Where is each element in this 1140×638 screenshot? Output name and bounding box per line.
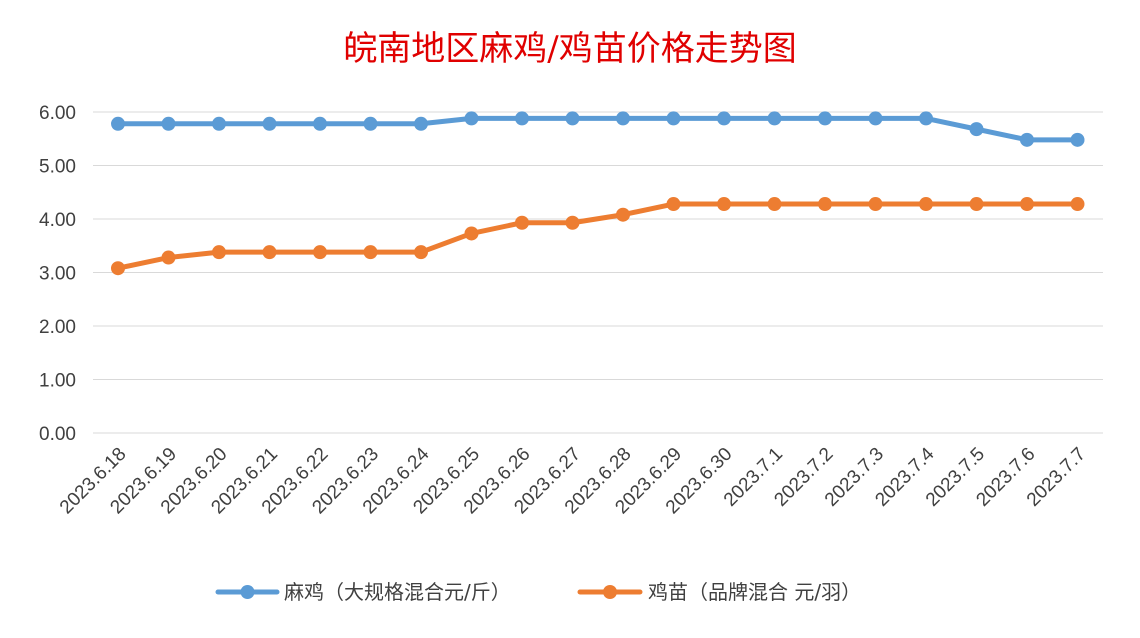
legend-swatch-marker [603, 585, 617, 599]
data-point [868, 111, 883, 126]
y-tick-label: 0.00 [39, 424, 76, 445]
data-point [262, 116, 277, 131]
data-point [868, 197, 883, 212]
legend-item: 鸡苗（品牌混合 元/羽） [577, 580, 861, 604]
series-layer [111, 111, 1085, 276]
series-line-0 [115, 115, 1080, 143]
data-point [515, 111, 529, 126]
data-point [161, 116, 176, 131]
data-point [262, 245, 277, 260]
y-tick-label: 2.00 [39, 317, 76, 338]
data-point [818, 197, 832, 212]
data-point [313, 245, 327, 260]
legend-label: 麻鸡（大规格混合元/斤） [284, 580, 511, 604]
data-point [464, 226, 479, 241]
legend-label: 鸡苗（品牌混合 元/羽） [648, 580, 861, 604]
y-tick-label: 3.00 [39, 264, 76, 285]
data-point [212, 116, 226, 131]
data-point [1070, 132, 1085, 147]
data-point [414, 245, 428, 260]
y-tick-label: 6.00 [39, 103, 76, 124]
data-point [464, 111, 479, 126]
y-axis-tick-labels: 0.00 1.00 2.00 3.00 4.00 5.00 6.00 [39, 103, 76, 445]
data-point [767, 111, 782, 126]
data-point [666, 197, 681, 212]
data-point [616, 207, 630, 222]
data-point [313, 116, 327, 131]
data-point [565, 111, 580, 126]
legend: 麻鸡（大规格混合元/斤） 鸡苗（品牌混合 元/羽） [215, 580, 861, 604]
data-point [161, 250, 176, 265]
data-point [919, 197, 933, 212]
x-axis-tick-labels: 2023.6.182023.6.192023.6.202023.6.212023… [56, 443, 1090, 518]
data-point [969, 197, 984, 212]
data-point [565, 215, 580, 230]
data-point [1070, 197, 1085, 212]
y-tick-label: 4.00 [39, 210, 76, 231]
data-point [515, 215, 529, 230]
data-point [666, 111, 681, 126]
data-point [919, 111, 933, 126]
data-point [717, 111, 731, 126]
data-point [111, 116, 125, 131]
data-point [111, 261, 125, 276]
data-point [363, 116, 378, 131]
data-point [969, 122, 984, 137]
data-point [818, 111, 832, 126]
y-tick-label: 1.00 [39, 371, 76, 392]
data-point [767, 197, 782, 212]
grid-layer [93, 111, 1103, 434]
legend-item: 麻鸡（大规格混合元/斤） [215, 580, 511, 604]
series-line-1 [115, 201, 1080, 271]
data-point [414, 116, 428, 131]
y-tick-label: 5.00 [39, 157, 76, 178]
data-point [717, 197, 731, 212]
legend-swatch-marker [240, 585, 255, 599]
chart-title: 皖南地区麻鸡/鸡苗价格走势图 [343, 29, 796, 69]
data-point [1020, 197, 1034, 212]
data-point [212, 245, 226, 260]
data-point [1020, 132, 1034, 147]
data-point [616, 111, 630, 126]
data-point [363, 245, 378, 260]
